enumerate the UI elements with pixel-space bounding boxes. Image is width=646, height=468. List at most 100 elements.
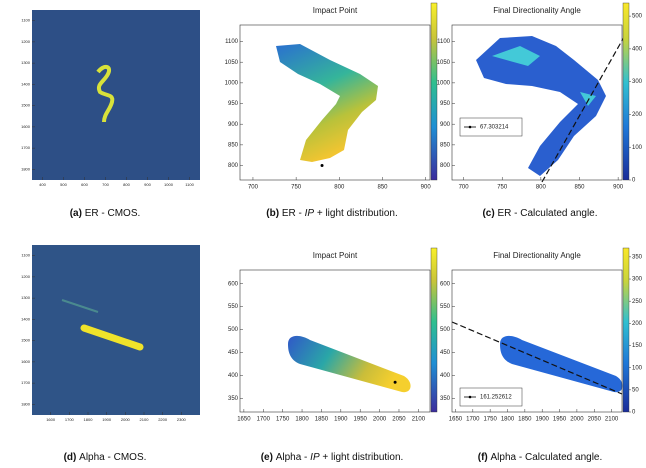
x-tick-label: 1700 <box>257 417 271 423</box>
x-tick-label: 1100 <box>185 182 194 187</box>
caption-label: (c) <box>482 208 494 219</box>
x-tick-label: 800 <box>536 185 547 191</box>
caption-italic: IP <box>310 452 320 463</box>
caption-label: (a) <box>70 208 82 219</box>
x-tick-label: 1850 <box>315 417 329 423</box>
x-tick-label: 1800 <box>295 417 309 423</box>
x-tick-label: 1600 <box>46 417 56 422</box>
y-tick-label: 950 <box>440 101 451 107</box>
caption: (a) ER - CMOS. <box>70 208 141 219</box>
y-tick-label: 1050 <box>437 60 451 66</box>
y-tick-label: 450 <box>440 350 451 356</box>
y-tick-label: 600 <box>440 281 451 287</box>
x-tick-label: 900 <box>144 182 151 187</box>
x-tick-label: 1950 <box>553 417 567 423</box>
y-tick-label: 500 <box>228 327 239 333</box>
cmos-image <box>32 10 200 180</box>
x-tick-label: 1700 <box>65 417 75 422</box>
x-tick-label: 2100 <box>412 417 426 423</box>
y-tick-label: 600 <box>228 281 239 287</box>
caption: (e) Alpha - IP + light distribution. <box>261 452 404 463</box>
colorbar <box>430 247 438 413</box>
y-tick-label: 1100 <box>437 39 451 45</box>
angle-blob <box>476 36 606 176</box>
caption-label: (d) <box>64 452 77 463</box>
alpha-track <box>80 324 144 351</box>
y-tick-label: 900 <box>440 122 451 128</box>
plot-title: Final Directionality Angle <box>493 6 581 15</box>
caption-text: ER - CMOS. <box>85 208 141 219</box>
caption-text: Alpha - <box>276 452 310 463</box>
x-tick-label: 1800 <box>84 417 94 422</box>
caption: (b) ER - IP + light distribution. <box>266 208 397 219</box>
legend-marker <box>468 395 472 399</box>
x-tick-label: 1950 <box>354 417 368 423</box>
legend-box <box>459 387 523 407</box>
caption: (f) Alpha - Calculated angle. <box>478 452 603 463</box>
y-tick-label: 1300 <box>21 60 31 65</box>
x-tick-label: 800 <box>123 182 130 187</box>
caption-text: ER - Calculated angle. <box>497 208 597 219</box>
x-tick-label: 800 <box>334 185 345 191</box>
x-tick-label: 1650 <box>237 417 251 423</box>
y-tick-label: 550 <box>228 304 239 310</box>
colorbar-tick-label: 300 <box>632 79 643 85</box>
plot-frame <box>239 269 431 413</box>
caption: (c) ER - Calculated angle. <box>482 208 597 219</box>
x-tick-label: 600 <box>81 182 88 187</box>
colorbar-tick-label: 400 <box>632 46 643 52</box>
colorbar-tick-label: 0 <box>632 410 636 416</box>
y-tick-label: 1600 <box>21 124 31 129</box>
colorbar-tick-label: 100 <box>632 365 643 371</box>
y-tick-label: 1700 <box>21 380 31 385</box>
x-tick-label: 850 <box>574 185 585 191</box>
y-tick-label: 850 <box>228 142 239 148</box>
x-tick-label: 2050 <box>588 417 602 423</box>
impact-point <box>393 380 397 384</box>
ip-blob <box>276 44 378 162</box>
colorbar-tick-label: 250 <box>632 299 643 305</box>
x-tick-label: 1700 <box>466 417 480 423</box>
x-tick-label: 2000 <box>570 417 584 423</box>
x-tick-label: 500 <box>60 182 67 187</box>
colorbar <box>622 2 630 181</box>
plot-frame <box>451 24 623 181</box>
y-tick-label: 900 <box>228 122 239 128</box>
angle-blob <box>500 335 623 393</box>
y-tick-label: 1000 <box>437 80 451 86</box>
colorbar-tick-label: 350 <box>632 254 643 260</box>
y-tick-label: 1200 <box>21 39 31 44</box>
colorbar-tick-label: 0 <box>632 178 636 184</box>
x-tick-label: 700 <box>459 185 470 191</box>
caption-text: ER - <box>282 208 305 219</box>
legend-marker <box>468 125 472 129</box>
colorbar-tick-label: 200 <box>632 112 643 118</box>
x-tick-label: 900 <box>421 185 432 191</box>
x-tick-label: 2300 <box>177 417 187 422</box>
y-tick-label: 1050 <box>225 60 239 66</box>
y-tick-label: 1500 <box>21 103 31 108</box>
y-tick-label: 1000 <box>225 80 239 86</box>
plot-title: Final Directionality Angle <box>493 251 581 260</box>
y-tick-label: 1800 <box>21 401 31 406</box>
x-tick-label: 2100 <box>140 417 150 422</box>
x-tick-label: 700 <box>102 182 109 187</box>
y-tick-label: 850 <box>440 142 451 148</box>
y-tick-label: 1400 <box>21 316 31 321</box>
plot-title: Impact Point <box>313 251 358 260</box>
x-tick-label: 700 <box>248 185 259 191</box>
impact-point <box>320 164 324 168</box>
colorbar-tick-label: 300 <box>632 277 643 283</box>
x-tick-label: 2050 <box>392 417 406 423</box>
y-tick-label: 550 <box>440 304 451 310</box>
y-tick-label: 400 <box>440 373 451 379</box>
y-tick-label: 1100 <box>225 39 239 45</box>
legend-label: 67.303214 <box>480 125 509 131</box>
x-tick-label: 1900 <box>102 417 112 422</box>
x-tick-label: 1750 <box>483 417 497 423</box>
x-tick-label: 2200 <box>158 417 168 422</box>
legend-label: 161.252612 <box>480 395 512 401</box>
y-tick-label: 800 <box>440 163 451 169</box>
x-tick-label: 400 <box>39 182 46 187</box>
x-tick-label: 1750 <box>276 417 290 423</box>
